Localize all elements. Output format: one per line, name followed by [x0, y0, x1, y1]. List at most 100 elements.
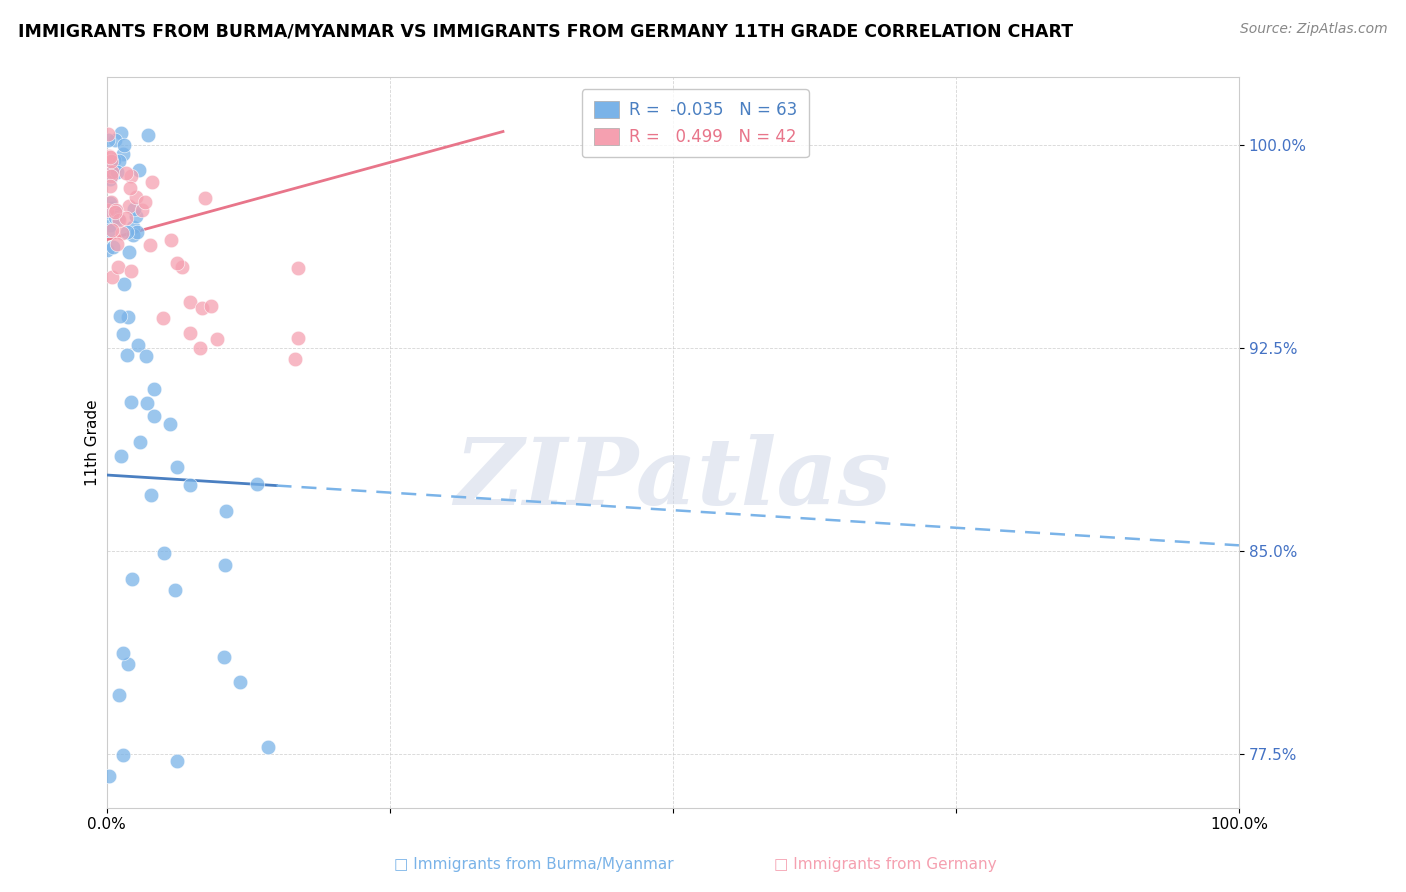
Point	[121, 572, 143, 586]
Point	[104, 204, 127, 219]
Point	[115, 166, 138, 180]
Text: □ Immigrants from Burma/Myanmar: □ Immigrants from Burma/Myanmar	[395, 857, 673, 872]
Point	[152, 311, 174, 326]
Point	[179, 326, 201, 340]
Point	[101, 165, 124, 179]
Point	[103, 153, 125, 167]
Point	[127, 338, 149, 352]
Point	[287, 331, 309, 345]
Point	[111, 748, 134, 763]
Point	[142, 382, 165, 396]
Point	[96, 161, 118, 176]
Point	[134, 195, 156, 210]
Point	[179, 478, 201, 492]
Point	[141, 175, 163, 189]
Point	[111, 646, 134, 660]
Point	[112, 146, 135, 161]
Point	[163, 582, 186, 597]
Point	[138, 237, 160, 252]
Point	[125, 209, 148, 223]
Point	[246, 476, 269, 491]
Point	[103, 161, 125, 176]
Point	[200, 299, 222, 313]
Point	[139, 488, 162, 502]
Point	[112, 138, 135, 153]
Point	[108, 309, 131, 323]
Point	[100, 194, 122, 209]
Point	[111, 226, 134, 240]
Point	[103, 239, 125, 253]
Point	[166, 459, 188, 474]
Point	[136, 395, 159, 409]
Point	[215, 504, 238, 518]
Point	[125, 190, 148, 204]
Point	[100, 218, 122, 232]
Point	[129, 434, 152, 449]
Point	[96, 203, 118, 218]
Point	[117, 657, 139, 672]
Text: IMMIGRANTS FROM BURMA/MYANMAR VS IMMIGRANTS FROM GERMANY 11TH GRADE CORRELATION : IMMIGRANTS FROM BURMA/MYANMAR VS IMMIGRA…	[18, 22, 1073, 40]
Point	[136, 128, 159, 142]
Point	[104, 203, 127, 218]
Point	[98, 178, 121, 193]
Point	[214, 649, 236, 664]
Point	[105, 236, 128, 251]
Point	[121, 220, 143, 235]
Point	[194, 191, 217, 205]
Point	[229, 674, 252, 689]
Point	[159, 417, 181, 431]
Point	[115, 348, 138, 362]
Text: □ Immigrants from Germany: □ Immigrants from Germany	[775, 857, 997, 872]
Point	[117, 225, 139, 239]
Point	[159, 233, 181, 247]
Point	[188, 341, 211, 355]
Point	[101, 270, 124, 285]
Point	[98, 196, 121, 211]
Point	[96, 205, 118, 219]
Text: Source: ZipAtlas.com: Source: ZipAtlas.com	[1240, 22, 1388, 37]
Point	[100, 153, 122, 168]
Point	[101, 201, 124, 215]
Point	[112, 277, 135, 292]
Point	[104, 203, 127, 218]
Point	[114, 211, 136, 226]
Point	[124, 202, 146, 216]
Point	[287, 261, 309, 276]
Point	[105, 165, 128, 179]
Point	[100, 169, 122, 184]
Point	[135, 349, 157, 363]
Legend: R =  -0.035   N = 63, R =   0.499   N = 42: R = -0.035 N = 63, R = 0.499 N = 42	[582, 89, 808, 157]
Point	[97, 127, 120, 141]
Point	[96, 133, 118, 147]
Point	[101, 166, 124, 180]
Point	[107, 212, 129, 227]
Point	[98, 223, 121, 237]
Point	[127, 225, 149, 239]
Point	[118, 180, 141, 194]
Point	[117, 310, 139, 324]
Point	[152, 545, 174, 559]
Point	[166, 754, 188, 768]
Point	[100, 223, 122, 237]
Point	[98, 150, 121, 164]
Point	[121, 228, 143, 243]
Point	[108, 153, 131, 168]
Point	[120, 264, 142, 278]
Point	[191, 301, 214, 316]
Point	[108, 688, 131, 702]
Point	[179, 294, 201, 309]
Point	[120, 395, 142, 409]
Point	[214, 558, 236, 572]
Point	[98, 149, 121, 163]
Point	[110, 127, 132, 141]
Y-axis label: 11th Grade: 11th Grade	[86, 400, 100, 486]
Point	[128, 162, 150, 177]
Point	[283, 352, 305, 367]
Point	[104, 211, 127, 225]
Point	[118, 199, 141, 213]
Point	[170, 260, 193, 275]
Point	[107, 260, 129, 274]
Point	[118, 244, 141, 259]
Point	[256, 740, 278, 755]
Point	[98, 171, 121, 186]
